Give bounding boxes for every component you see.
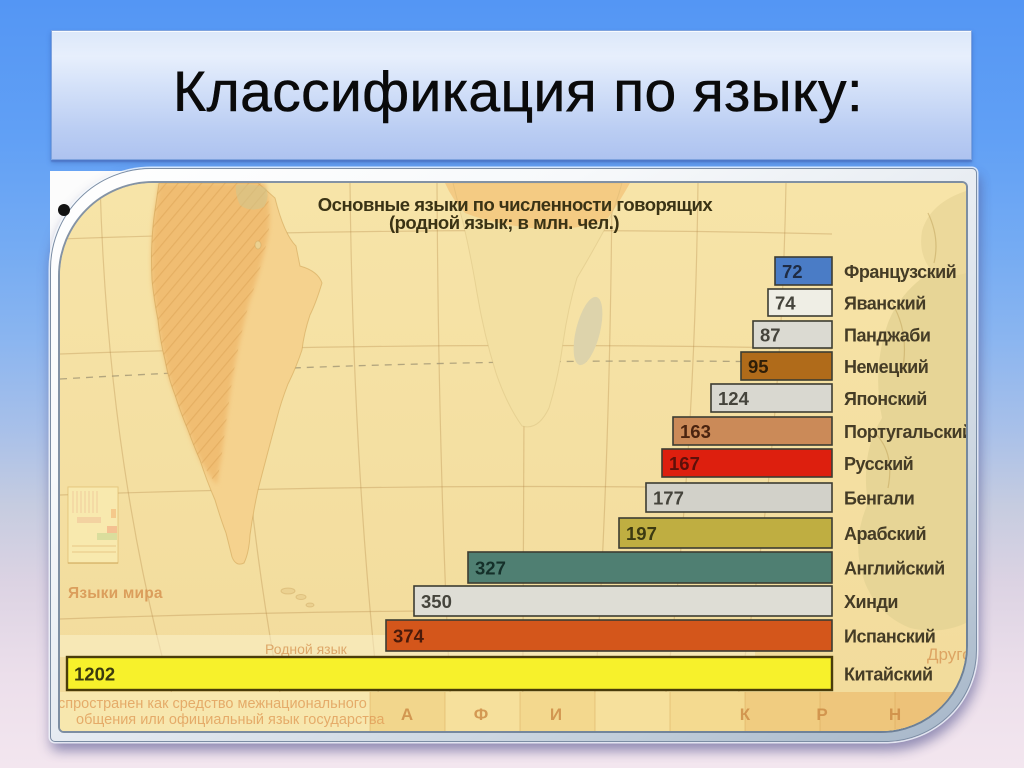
svg-text:К: К — [740, 705, 751, 724]
svg-text:374: 374 — [393, 626, 425, 647]
svg-text:Арабский: Арабский — [844, 524, 926, 544]
svg-text:95: 95 — [748, 356, 769, 377]
svg-text:И: И — [550, 705, 562, 724]
svg-text:167: 167 — [669, 453, 700, 474]
svg-text:Французский: Французский — [844, 262, 956, 282]
svg-text:спространен как средство межна: спространен как средство межнациональног… — [60, 696, 367, 712]
svg-text:Японский: Японский — [844, 389, 927, 409]
svg-text:Языки мира: Языки мира — [68, 585, 163, 602]
svg-text:Немецкий: Немецкий — [844, 357, 928, 377]
svg-text:Панджаби: Панджаби — [844, 326, 930, 346]
svg-text:177: 177 — [653, 488, 684, 509]
svg-text:Родной язык: Родной язык — [265, 641, 348, 657]
svg-text:Английский: Английский — [844, 559, 945, 579]
svg-text:(родной язык; в млн. чел.): (родной язык; в млн. чел.) — [389, 212, 619, 233]
svg-text:Бенгали: Бенгали — [844, 489, 914, 509]
svg-text:Н: Н — [889, 705, 901, 724]
svg-text:Р: Р — [816, 705, 827, 724]
svg-text:Ф: Ф — [474, 705, 489, 724]
svg-text:327: 327 — [475, 558, 506, 579]
svg-text:163: 163 — [680, 421, 711, 442]
svg-text:Друго: Друго — [927, 645, 966, 664]
svg-text:Хинди: Хинди — [844, 592, 898, 612]
svg-text:общения или официальный язык г: общения или официальный язык государства — [76, 712, 385, 728]
svg-text:87: 87 — [760, 325, 781, 346]
svg-text:124: 124 — [718, 388, 750, 409]
svg-text:Основные языки по численности: Основные языки по численности говорящих — [318, 194, 714, 215]
svg-text:1202: 1202 — [74, 664, 115, 685]
svg-text:350: 350 — [421, 591, 452, 612]
svg-text:А: А — [401, 705, 413, 724]
svg-text:Испанский: Испанский — [844, 627, 935, 647]
svg-text:Португальский: Португальский — [844, 422, 966, 442]
svg-text:197: 197 — [626, 523, 657, 544]
svg-text:Русский: Русский — [844, 454, 913, 474]
svg-text:72: 72 — [782, 261, 803, 282]
svg-text:Китайский: Китайский — [844, 665, 933, 685]
svg-text:Яванский: Яванский — [844, 294, 926, 314]
svg-text:74: 74 — [775, 293, 796, 314]
